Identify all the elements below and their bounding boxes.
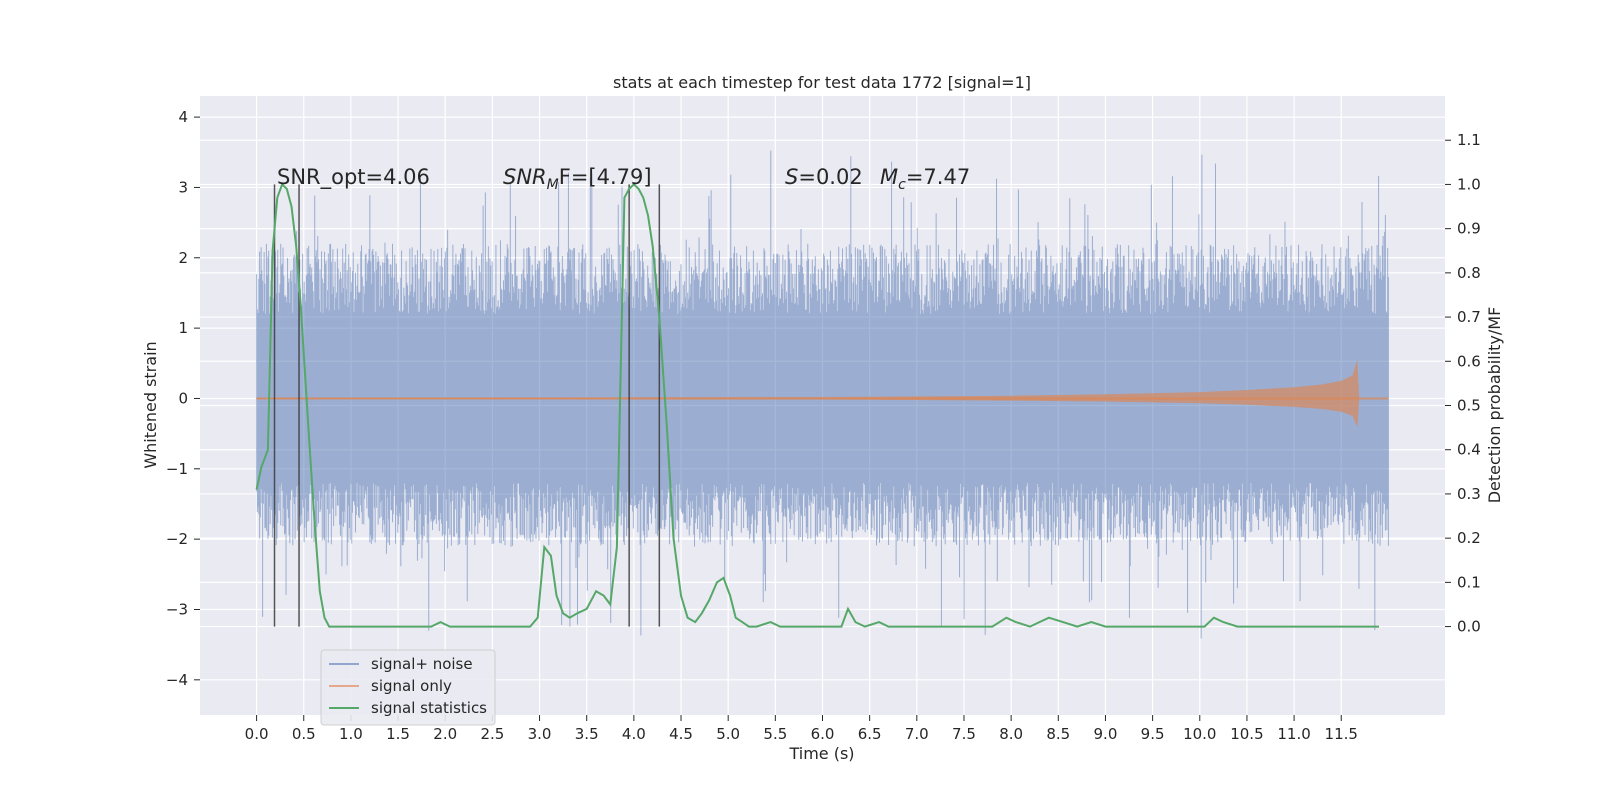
y-right-tick-label: 1.0: [1457, 175, 1481, 193]
x-tick-label: 4.0: [622, 725, 646, 743]
x-axis-ticks: 0.0 0.5 1.0 1.5 2.0 2.5 3.0 3.5 4.0 4.5 5.0 5.5 6.0 6…: [245, 715, 1358, 743]
signal-statistics-line: [255, 182, 1379, 628]
annotation-mc-value: =7.47: [906, 165, 970, 189]
y-right-tick-label: 0.0: [1457, 618, 1481, 636]
annotations: SNR_opt=4.06 SNRMF=[4.79] S=0.02 Mc=7.47: [277, 165, 970, 193]
y-right-tick-label: 0.9: [1457, 220, 1481, 238]
y-right-tick-label: 0.2: [1457, 529, 1481, 547]
y-left-tick-label: −2: [166, 530, 188, 548]
x-tick-label: 0.5: [292, 725, 316, 743]
x-tick-label: 7.5: [952, 725, 976, 743]
y-left-tick-label: 4: [178, 108, 188, 126]
annotation-s: S=0.02: [785, 165, 863, 189]
x-tick-label: 1.0: [339, 725, 363, 743]
legend-label-signal-only: signal only: [371, 677, 452, 695]
x-tick-label: 8.5: [1046, 725, 1070, 743]
annotation-mc-italic: M: [880, 165, 898, 189]
annotation-snr-mf: SNRMF=[4.79]: [503, 165, 652, 193]
x-tick-label: 5.0: [716, 725, 740, 743]
x-tick-label: 8.0: [999, 725, 1023, 743]
annotation-s-italic: S: [785, 165, 798, 189]
x-tick-label: 9.5: [1141, 725, 1165, 743]
signal-only-series: [256, 359, 1389, 428]
legend-label-signal-statistics: signal statistics: [371, 699, 487, 717]
y-axis-right-ticks: 1.1 1.0 0.9 0.8 0.7 0.6 0.5 0.4 0.3 0.2 0.1 0.0: [1445, 131, 1481, 636]
y-left-tick-label: 2: [178, 249, 188, 267]
annotation-mc: Mc=7.47: [880, 165, 970, 193]
x-axis-label: Time (s): [788, 744, 854, 763]
x-tick-label: 0.0: [245, 725, 269, 743]
annotation-s-value: =0.02: [798, 165, 862, 189]
y-left-tick-label: −1: [166, 460, 188, 478]
annotation-mc-sub: c: [898, 177, 906, 193]
legend-label-signal-noise: signal+ noise: [371, 655, 473, 673]
x-tick-label: 6.0: [811, 725, 835, 743]
x-tick-label: 5.5: [763, 725, 787, 743]
y-left-tick-label: 3: [178, 178, 188, 196]
chart-title: stats at each timestep for test data 177…: [613, 73, 1031, 92]
y-axis-left-label: Whitened strain: [141, 341, 160, 468]
y-axis-left-ticks: 4 3 2 1 0 −1 −2 −3 −4: [166, 108, 200, 689]
x-tick-label: 4.5: [669, 725, 693, 743]
x-tick-label: 1.5: [386, 725, 410, 743]
y-right-tick-label: 0.8: [1457, 264, 1481, 282]
x-tick-label: 9.0: [1094, 725, 1118, 743]
y-axis-right-label: Detection probability/MF: [1485, 307, 1504, 504]
y-right-tick-label: 0.7: [1457, 308, 1481, 326]
x-tick-label: 7.0: [905, 725, 929, 743]
annotation-snr-opt: SNR_opt=4.06: [277, 165, 430, 190]
x-tick-label: 3.0: [528, 725, 552, 743]
y-left-tick-label: 0: [178, 389, 188, 407]
y-left-tick-label: −4: [166, 671, 188, 689]
annotation-snr-mf-sub: M: [547, 177, 559, 193]
y-right-tick-label: 0.6: [1457, 352, 1481, 370]
y-right-tick-label: 0.1: [1457, 573, 1481, 591]
legend-box: [320, 649, 496, 726]
signal-only-envelope: [256, 359, 1360, 428]
x-tick-label: 10.5: [1230, 725, 1263, 743]
y-right-tick-label: 0.5: [1457, 397, 1481, 415]
y-right-tick-label: 1.1: [1457, 131, 1481, 149]
annotation-snr-mf-rest: F=[4.79]: [559, 165, 652, 189]
x-tick-label: 10.0: [1183, 725, 1216, 743]
vertical-markers: [273, 184, 661, 627]
x-tick-label: 11.0: [1277, 725, 1310, 743]
y-left-tick-label: 1: [178, 319, 188, 337]
y-right-tick-label: 0.4: [1457, 441, 1481, 459]
x-tick-label: 3.5: [575, 725, 599, 743]
y-left-tick-label: −3: [166, 600, 188, 618]
x-tick-label: 2.5: [480, 725, 504, 743]
x-tick-label: 2.0: [433, 725, 457, 743]
annotation-snr-mf-main: SNR: [503, 165, 547, 189]
x-tick-label: 6.5: [858, 725, 882, 743]
signal-statistics-series: [255, 182, 1379, 628]
y-right-tick-label: 0.3: [1457, 485, 1481, 503]
legend: signal+ noise signal only signal statist…: [320, 649, 496, 726]
x-tick-label: 11.5: [1325, 725, 1358, 743]
